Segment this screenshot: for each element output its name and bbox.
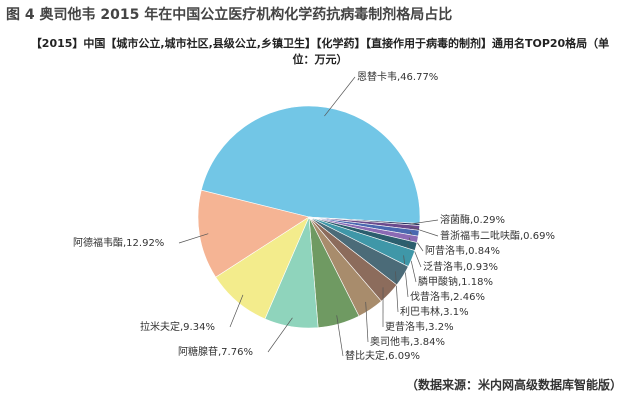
leader-line	[267, 317, 293, 353]
data-label: 膦甲酸钠,1.18%	[418, 275, 493, 288]
leader-line	[324, 76, 356, 117]
chart-title: 【2015】中国【城市公立,城市社区,县级公立,乡镇卫生】【化学药】【直接作用于…	[30, 37, 610, 66]
figure-title: 图 4 奥司他韦 2015 年在中国公立医疗机构化学药抗病毒制剂格局占比	[6, 7, 453, 23]
source-note: （数据来源：米内网高级数据库智能版）	[405, 378, 622, 392]
leader-line	[410, 219, 439, 225]
leader-line	[336, 315, 344, 357]
data-label: 普浙福韦二吡呋酯,0.69%	[440, 229, 555, 242]
data-label: 替比夫定,6.09%	[345, 349, 420, 362]
data-label: 阿昔洛韦,0.84%	[425, 244, 500, 257]
data-label: 拉米夫定,9.34%	[140, 320, 215, 333]
data-label: 阿德福韦酯,12.92%	[73, 236, 164, 249]
data-label: 利巴韦林,3.1%	[400, 305, 469, 318]
leader-line	[229, 294, 244, 328]
data-label: 奥司他韦,3.84%	[370, 335, 445, 348]
leader-line	[365, 301, 369, 343]
leader-line	[178, 233, 209, 244]
leader-line	[403, 255, 409, 298]
leader-line	[410, 226, 439, 237]
data-label: 伐昔洛韦,2.46%	[410, 290, 485, 303]
leader-line	[395, 271, 399, 313]
data-label: 恩替卡韦,46.77%	[357, 70, 438, 83]
data-label: 泛昔洛韦,0.93%	[423, 260, 498, 273]
pie-slice	[197, 189, 310, 278]
data-label: 阿糖腺苷,7.76%	[178, 345, 253, 358]
data-label: 溶菌酶,0.29%	[440, 213, 505, 226]
pie-slice	[200, 105, 421, 224]
data-label: 更昔洛韦,3.2%	[385, 320, 454, 333]
